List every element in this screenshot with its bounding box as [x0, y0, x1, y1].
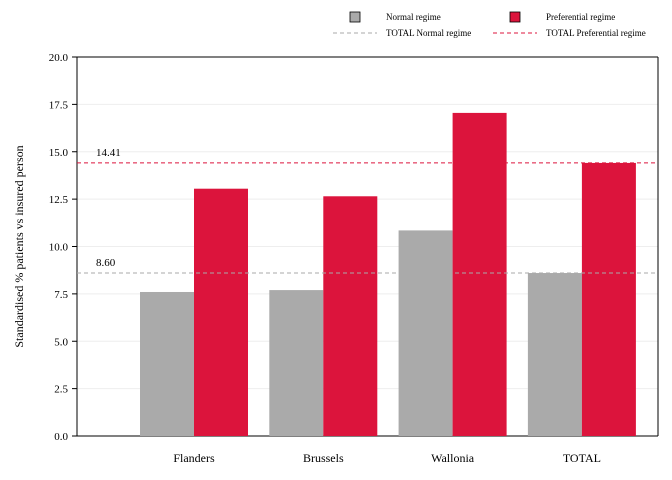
legend-swatch — [349, 11, 361, 23]
bar-total-preferential-regime — [581, 162, 636, 437]
bar-total-normal-regime — [527, 273, 582, 436]
y-axis-label: Standardised % patients vs insured perso… — [12, 145, 26, 347]
x-tick-label: TOTAL — [563, 451, 601, 465]
bar-flanders-normal-regime — [140, 291, 194, 436]
y-tick-label: 5.0 — [54, 336, 68, 348]
bar-brussels-preferential-regime — [323, 196, 378, 436]
bar-wallonia-normal-regime — [398, 230, 453, 436]
reference-lines: 8.60 14.41 — [77, 147, 658, 274]
x-tick-label: Brussels — [303, 451, 344, 465]
y-tick-label: 20.0 — [49, 52, 69, 64]
legend-label: Preferential regime — [546, 12, 615, 22]
legend-label: Normal regime — [386, 12, 441, 22]
reference-line-label: 8.60 — [96, 257, 116, 269]
bar-brussels-normal-regime — [269, 290, 324, 436]
legend: Normal regime Preferential regime TOTAL No… — [333, 11, 646, 38]
x-tick-label: Flanders — [173, 451, 215, 465]
y-tick-label: 15.0 — [49, 147, 69, 159]
y-tick-label: 10.0 — [49, 242, 69, 254]
y-tick-label: 17.5 — [49, 99, 69, 111]
bars — [140, 112, 636, 437]
legend-label: TOTAL Preferential regime — [546, 28, 646, 38]
y-tick-label: 0.0 — [54, 431, 68, 443]
bar-wallonia-preferential-regime — [452, 112, 507, 436]
bar-flanders-preferential-regime — [194, 188, 248, 436]
y-tick-label: 2.5 — [54, 384, 68, 396]
axis-labels: Flanders Brussels Wallonia TOTAL Standardise… — [12, 145, 601, 465]
legend-swatch — [509, 11, 521, 23]
y-tick-label: 7.5 — [54, 289, 68, 301]
y-tick-label: 12.5 — [49, 194, 69, 206]
x-tick-label: Wallonia — [431, 451, 475, 465]
legend-label: TOTAL Normal regime — [386, 28, 471, 38]
reference-line-label: 14.41 — [96, 147, 121, 159]
